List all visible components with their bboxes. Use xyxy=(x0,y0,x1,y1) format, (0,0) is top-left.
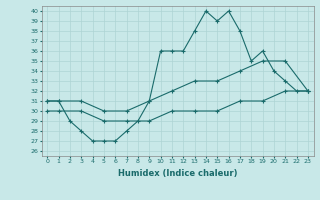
X-axis label: Humidex (Indice chaleur): Humidex (Indice chaleur) xyxy=(118,169,237,178)
